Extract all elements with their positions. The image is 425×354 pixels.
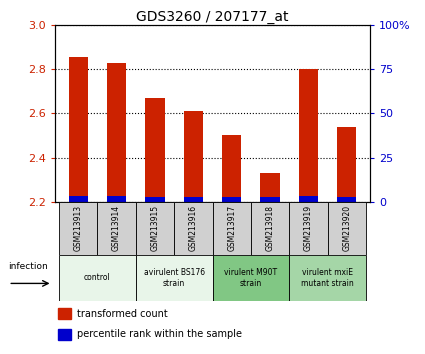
Text: control: control [84, 273, 111, 282]
Text: GSM213915: GSM213915 [150, 205, 159, 251]
Text: GSM213916: GSM213916 [189, 205, 198, 251]
Text: GSM213914: GSM213914 [112, 205, 121, 251]
Bar [69, 196, 88, 202]
Text: GSM213919: GSM213919 [304, 205, 313, 251]
Text: virulent M90T
strain: virulent M90T strain [224, 268, 278, 288]
Bar [251, 202, 289, 255]
Bar [289, 202, 328, 255]
Bar [107, 196, 126, 202]
Bar [212, 202, 251, 255]
Bar [328, 202, 366, 255]
Text: infection: infection [8, 262, 48, 271]
Bar [222, 136, 241, 202]
Text: GSM213918: GSM213918 [266, 205, 275, 251]
Bar [136, 202, 174, 255]
Title: GDS3260 / 207177_at: GDS3260 / 207177_at [136, 10, 289, 24]
Text: GSM213920: GSM213920 [342, 205, 351, 251]
Bar [184, 111, 203, 202]
Bar [261, 173, 280, 202]
Text: virulent mxiE
mutant strain: virulent mxiE mutant strain [301, 268, 354, 288]
Text: percentile rank within the sample: percentile rank within the sample [77, 330, 242, 339]
Bar [145, 98, 164, 202]
Bar [58, 308, 71, 319]
Text: GSM213913: GSM213913 [74, 205, 83, 251]
Bar [58, 329, 71, 340]
Text: transformed count: transformed count [77, 309, 168, 319]
Bar [174, 202, 212, 255]
Text: avirulent BS176
strain: avirulent BS176 strain [144, 268, 205, 288]
Bar [299, 69, 318, 202]
Text: GSM213917: GSM213917 [227, 205, 236, 251]
Bar [261, 198, 280, 202]
Bar [337, 127, 356, 202]
Bar [59, 255, 136, 301]
Bar [136, 255, 212, 301]
Bar [299, 196, 318, 202]
Bar [222, 198, 241, 202]
Bar [212, 255, 289, 301]
Bar [107, 63, 126, 202]
Bar [337, 198, 356, 202]
Bar [289, 255, 366, 301]
Bar [145, 198, 164, 202]
Bar [59, 202, 97, 255]
Bar [97, 202, 136, 255]
Bar [184, 198, 203, 202]
Bar [69, 57, 88, 202]
